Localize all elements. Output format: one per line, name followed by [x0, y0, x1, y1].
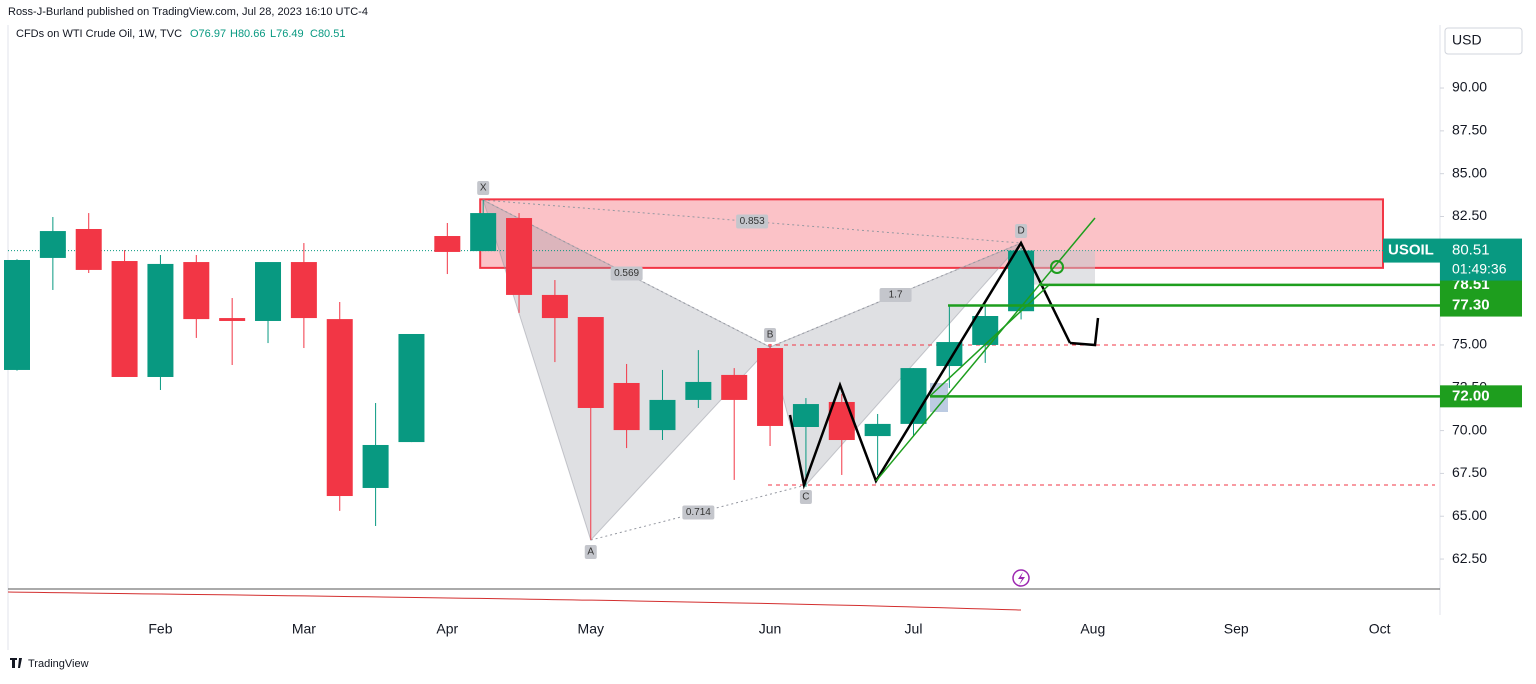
footer: TradingView — [28, 658, 89, 670]
ratio-box — [736, 214, 769, 229]
candle-body — [75, 228, 102, 270]
point-label: B — [767, 330, 774, 341]
candle-body — [470, 213, 497, 252]
candle-body — [864, 423, 891, 437]
point-box — [1015, 224, 1028, 239]
ohlc-value: C80.51 — [310, 28, 345, 40]
symbol-label: USOIL — [1388, 242, 1434, 259]
candle-body — [506, 218, 533, 295]
x-tick-label: Jun — [759, 621, 782, 637]
resistance-zone — [479, 198, 1384, 269]
y-tick-label: 75.00 — [1452, 336, 1487, 352]
candle-body — [111, 261, 138, 377]
ratio-label: 0.569 — [614, 268, 639, 279]
x-tick-label: Oct — [1369, 621, 1391, 637]
candle-body — [4, 259, 30, 370]
point-label: C — [802, 492, 809, 503]
currency-box[interactable] — [1444, 27, 1523, 55]
ratio-label: 0.853 — [740, 216, 765, 227]
point-box — [584, 545, 597, 560]
level-box — [1440, 385, 1522, 408]
x-tick-label: Aug — [1080, 621, 1105, 637]
candle-body — [398, 333, 425, 443]
channel-line — [929, 283, 1051, 397]
price-label: 80.51 — [1452, 242, 1490, 259]
level-box — [1440, 294, 1522, 317]
x-tick-label: Mar — [292, 621, 316, 637]
candle-body — [685, 381, 712, 400]
candle-body — [613, 382, 640, 431]
level-label: 77.30 — [1452, 297, 1490, 314]
ratio-label: 0.714 — [686, 507, 711, 518]
candle-body — [362, 444, 389, 488]
candle-body — [792, 404, 819, 427]
ratio-box — [610, 266, 643, 281]
point-label: X — [480, 183, 487, 194]
ohlc-value: L76.49 — [270, 28, 304, 40]
candle-body — [290, 262, 317, 319]
point-box — [799, 490, 812, 505]
candle-body — [577, 317, 604, 408]
point-box — [764, 328, 777, 343]
y-tick-label: 62.50 — [1452, 550, 1487, 566]
ohlc-value: O76.97 — [190, 28, 226, 40]
arrow-head — [1069, 317, 1100, 347]
y-tick-label: 90.00 — [1452, 79, 1487, 95]
candle-body — [721, 374, 748, 400]
footer-logo — [10, 658, 22, 668]
x-tick-label: May — [578, 621, 604, 637]
projection-path — [788, 240, 1072, 490]
x-tick-label: Jul — [905, 621, 923, 637]
y-tick-label: 87.50 — [1452, 122, 1487, 138]
candle-body — [828, 401, 855, 441]
ratio-label: 1.7 — [889, 290, 903, 301]
x-tick-label: Sep — [1224, 621, 1249, 637]
event-icon — [1018, 572, 1025, 585]
candle-body — [39, 231, 66, 258]
candle-body — [255, 262, 282, 321]
point-label: D — [1017, 226, 1024, 237]
ratio-box — [682, 505, 715, 520]
point-box — [477, 181, 490, 196]
publisher: Ross-J-Burland published on TradingView.… — [8, 6, 368, 18]
y-tick-label: 67.50 — [1452, 464, 1487, 480]
candle-body — [541, 294, 568, 319]
y-tick-label: 85.00 — [1452, 164, 1487, 180]
x-tick-label: Apr — [436, 621, 458, 637]
candle-body — [972, 316, 999, 345]
candle-body — [757, 348, 784, 426]
x-tick-label: Feb — [148, 621, 172, 637]
candle-body — [900, 368, 927, 424]
candle-body — [183, 262, 210, 320]
candle-body — [147, 263, 174, 377]
symbol-box — [1383, 238, 1440, 263]
marker-circle — [1050, 260, 1064, 274]
currency: USD — [1452, 32, 1482, 48]
y-tick-label: 70.00 — [1452, 421, 1487, 437]
y-tick-label: 65.00 — [1452, 507, 1487, 523]
point-label: A — [587, 547, 594, 558]
price-box — [1440, 238, 1522, 281]
candle-body — [326, 319, 353, 497]
candle-body — [219, 318, 246, 321]
countdown: 01:49:36 — [1452, 260, 1507, 276]
indicator-line — [7, 591, 1022, 611]
candle-body — [649, 399, 676, 431]
candle-body — [434, 236, 461, 252]
y-tick-label: 82.50 — [1452, 207, 1487, 223]
level-label: 72.00 — [1452, 387, 1490, 404]
ratio-box — [879, 288, 912, 303]
symbol-title: CFDs on WTI Crude Oil, 1W, TVC — [16, 28, 182, 40]
ohlc-value: H80.66 — [230, 28, 265, 40]
